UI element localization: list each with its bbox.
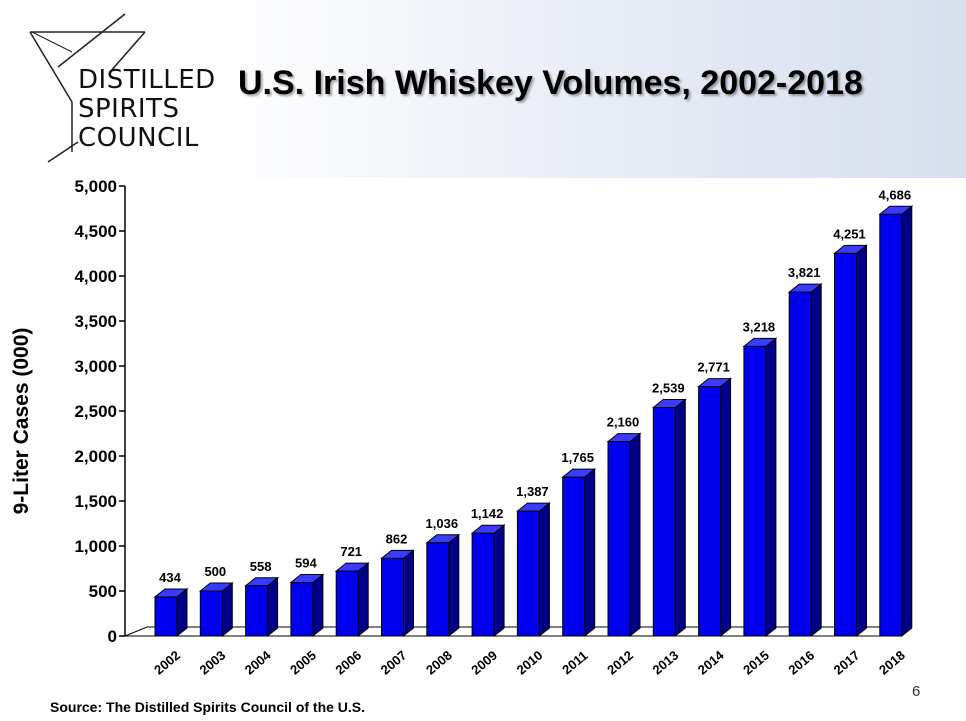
bar-side: [312, 573, 324, 638]
page-number: 6: [912, 683, 921, 700]
x-tick-label: 2013: [650, 648, 682, 678]
bar-side: [493, 524, 505, 638]
bar: [788, 291, 812, 637]
x-tick-label: 2009: [468, 648, 500, 678]
y-tick-label: 1,500: [74, 492, 117, 511]
bar: [426, 542, 450, 637]
bar: [199, 590, 223, 637]
logo-line-1: DISTILLED: [78, 65, 216, 95]
data-label: 2,160: [607, 415, 640, 430]
chart-svg: 0 500 1,000 1,500 2,000 2,500 3,000 3,500 4,000 4…: [10, 177, 914, 678]
x-tick-label: 2006: [332, 648, 364, 678]
bar: [652, 406, 676, 637]
data-label: 4,251: [833, 226, 866, 241]
x-tick-label: 2016: [785, 648, 817, 678]
y-tick-label: 500: [89, 582, 117, 601]
x-tick-label: 2014: [695, 647, 727, 678]
bar: [562, 476, 586, 637]
bar-side: [538, 502, 550, 638]
bar: [290, 582, 314, 637]
bar-side: [584, 468, 596, 638]
header-band: [0, 0, 966, 178]
bar: [698, 386, 722, 637]
y-tick-label: 3,500: [74, 312, 117, 331]
bar-side: [674, 398, 686, 638]
bar: [607, 441, 631, 637]
bar-side: [901, 205, 913, 638]
y-tick-label: 1,000: [74, 537, 117, 556]
y-tick-label: 2,500: [74, 402, 117, 421]
bar-side: [856, 244, 867, 638]
bar: [381, 557, 404, 637]
bar: [516, 510, 540, 637]
bar: [743, 345, 767, 637]
bar-side: [765, 337, 777, 638]
bar-side: [448, 533, 460, 638]
y-tick-label: 5,000: [74, 177, 117, 196]
data-label: 500: [204, 564, 226, 579]
y-tick-label: 4,500: [74, 222, 117, 241]
x-tick-label: 2008: [423, 648, 455, 678]
bar-side: [357, 562, 369, 638]
data-label: 1,036: [426, 516, 459, 531]
logo-line-3: COUNCIL: [78, 123, 199, 153]
x-tick-label: 2012: [604, 648, 636, 678]
bar: [245, 585, 269, 637]
data-label: 594: [295, 556, 317, 571]
bar: [154, 596, 178, 637]
x-tick-label: 2010: [514, 648, 546, 678]
y-tick-label: 3,000: [74, 357, 117, 376]
data-label: 3,218: [743, 319, 776, 334]
bar: [834, 252, 857, 637]
x-tick-label: 2003: [197, 648, 229, 678]
y-tick-label: 2,000: [74, 447, 117, 466]
x-tick-label: 2017: [831, 648, 863, 678]
data-label: 862: [386, 531, 408, 546]
x-tick-label: 2002: [151, 648, 183, 678]
x-tick-label: 2011: [559, 648, 590, 678]
chart-floor: [124, 626, 904, 637]
data-label: 2,539: [652, 380, 685, 395]
data-label: 1,387: [516, 484, 549, 499]
x-tick-label: 2005: [287, 648, 319, 678]
x-tick-label: 2018: [876, 648, 908, 678]
distilled-spirits-council-logo: DISTILLED SPIRITS COUNCIL: [20, 12, 220, 172]
bar-side: [221, 581, 233, 638]
x-tick-label: 2007: [378, 648, 410, 678]
bar-chart: 0 500 1,000 1,500 2,000 2,500 3,000 3,500 4,000 4…: [0, 170, 966, 690]
data-label: 558: [250, 559, 272, 574]
data-label: 3,821: [788, 265, 821, 280]
bar: [471, 532, 495, 637]
y-tick-label: 0: [108, 627, 117, 646]
data-label: 1,765: [561, 450, 594, 465]
x-tick-label: 2015: [740, 648, 772, 678]
bar-side: [403, 549, 414, 638]
bar-side: [629, 432, 641, 638]
data-label: 1,142: [471, 506, 504, 521]
bar-side: [720, 377, 732, 638]
data-label: 721: [340, 544, 362, 559]
data-label: 434: [159, 570, 181, 585]
y-axis-title: 9-Liter Cases (000): [10, 328, 33, 515]
martini-glass-icon: [29, 13, 146, 163]
source-note: Source: The Distilled Spirits Council of…: [50, 699, 366, 715]
x-tick-label: 2004: [242, 647, 274, 678]
data-label: 4,686: [879, 187, 912, 202]
data-label: 2,771: [697, 360, 730, 375]
bar-side: [267, 576, 279, 638]
y-tick-label: 4,000: [74, 267, 117, 286]
page-title: U.S. Irish Whiskey Volumes, 2002-2018: [238, 64, 863, 102]
bar-side: [810, 283, 822, 638]
bar: [335, 570, 359, 637]
logo-line-2: SPIRITS: [78, 94, 180, 124]
bar: [879, 213, 903, 637]
